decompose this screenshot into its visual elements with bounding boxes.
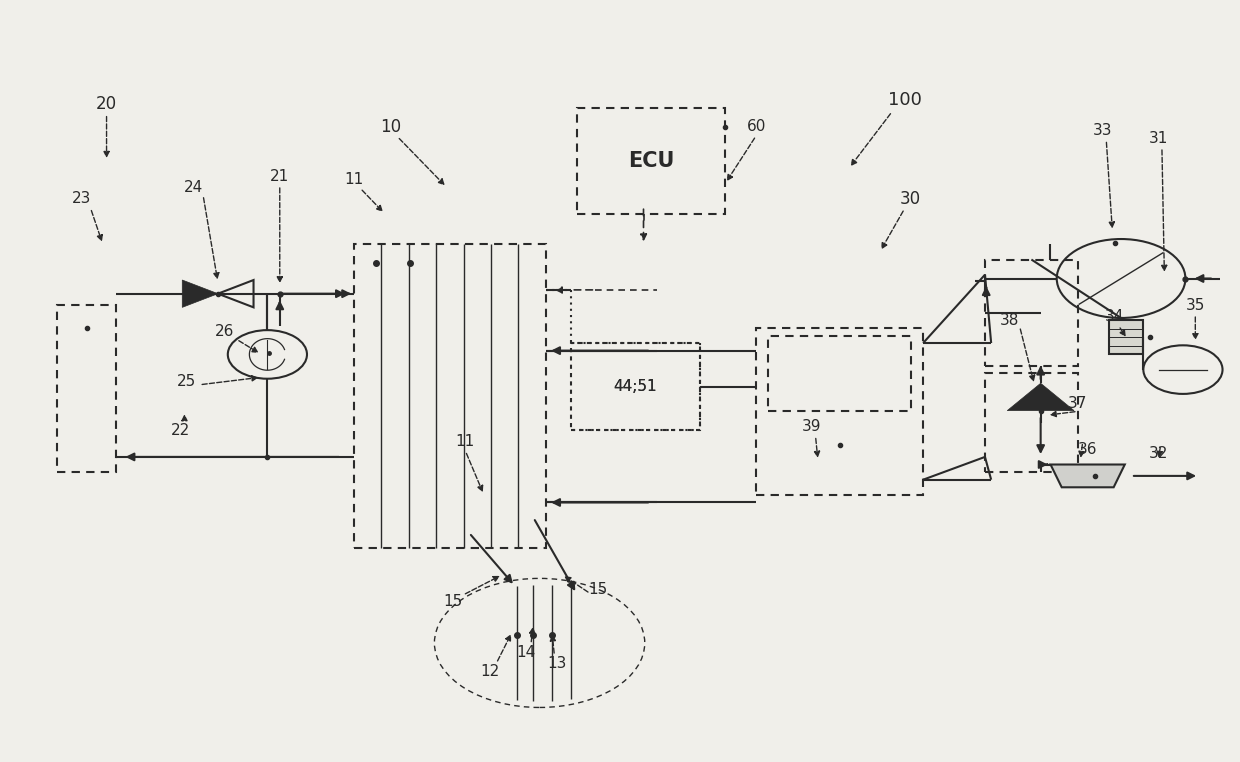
Text: 11: 11: [456, 434, 475, 450]
Polygon shape: [1007, 383, 1074, 411]
Text: 25: 25: [177, 373, 197, 389]
Bar: [353, 245, 546, 548]
Text: 14: 14: [516, 645, 536, 660]
Bar: [1109, 320, 1143, 354]
Text: ECU: ECU: [627, 151, 675, 171]
Text: 12: 12: [480, 664, 500, 678]
Text: 24: 24: [184, 180, 203, 195]
Text: 31: 31: [1148, 130, 1168, 146]
Text: 44;51: 44;51: [614, 379, 657, 394]
Bar: [769, 336, 910, 411]
Text: 36: 36: [1078, 442, 1097, 457]
Text: 33: 33: [1092, 123, 1112, 138]
Text: 15: 15: [444, 594, 463, 609]
Text: 30: 30: [900, 190, 921, 208]
Text: 35: 35: [1185, 298, 1205, 312]
Bar: [985, 373, 1078, 472]
Bar: [570, 343, 701, 431]
Text: 11: 11: [345, 172, 363, 187]
Circle shape: [434, 578, 645, 707]
Text: 20: 20: [95, 95, 117, 113]
Bar: [577, 107, 725, 214]
Text: 22: 22: [171, 423, 191, 438]
Text: 38: 38: [999, 312, 1019, 328]
Text: 15: 15: [588, 582, 608, 597]
Text: 39: 39: [802, 419, 822, 434]
Text: 100: 100: [888, 91, 921, 109]
Text: 44;51: 44;51: [614, 379, 657, 394]
Polygon shape: [1050, 465, 1125, 487]
Text: 32: 32: [1148, 446, 1168, 460]
Text: 21: 21: [270, 168, 289, 184]
Text: 60: 60: [746, 119, 766, 134]
Bar: [756, 328, 923, 495]
Text: 26: 26: [215, 324, 234, 339]
Text: 37: 37: [1068, 396, 1087, 411]
Bar: [985, 260, 1078, 366]
Text: 13: 13: [547, 656, 567, 671]
Text: 10: 10: [381, 117, 402, 136]
Text: 23: 23: [72, 191, 92, 207]
Bar: [57, 305, 117, 472]
Text: 34: 34: [1105, 309, 1125, 324]
Polygon shape: [182, 280, 218, 307]
